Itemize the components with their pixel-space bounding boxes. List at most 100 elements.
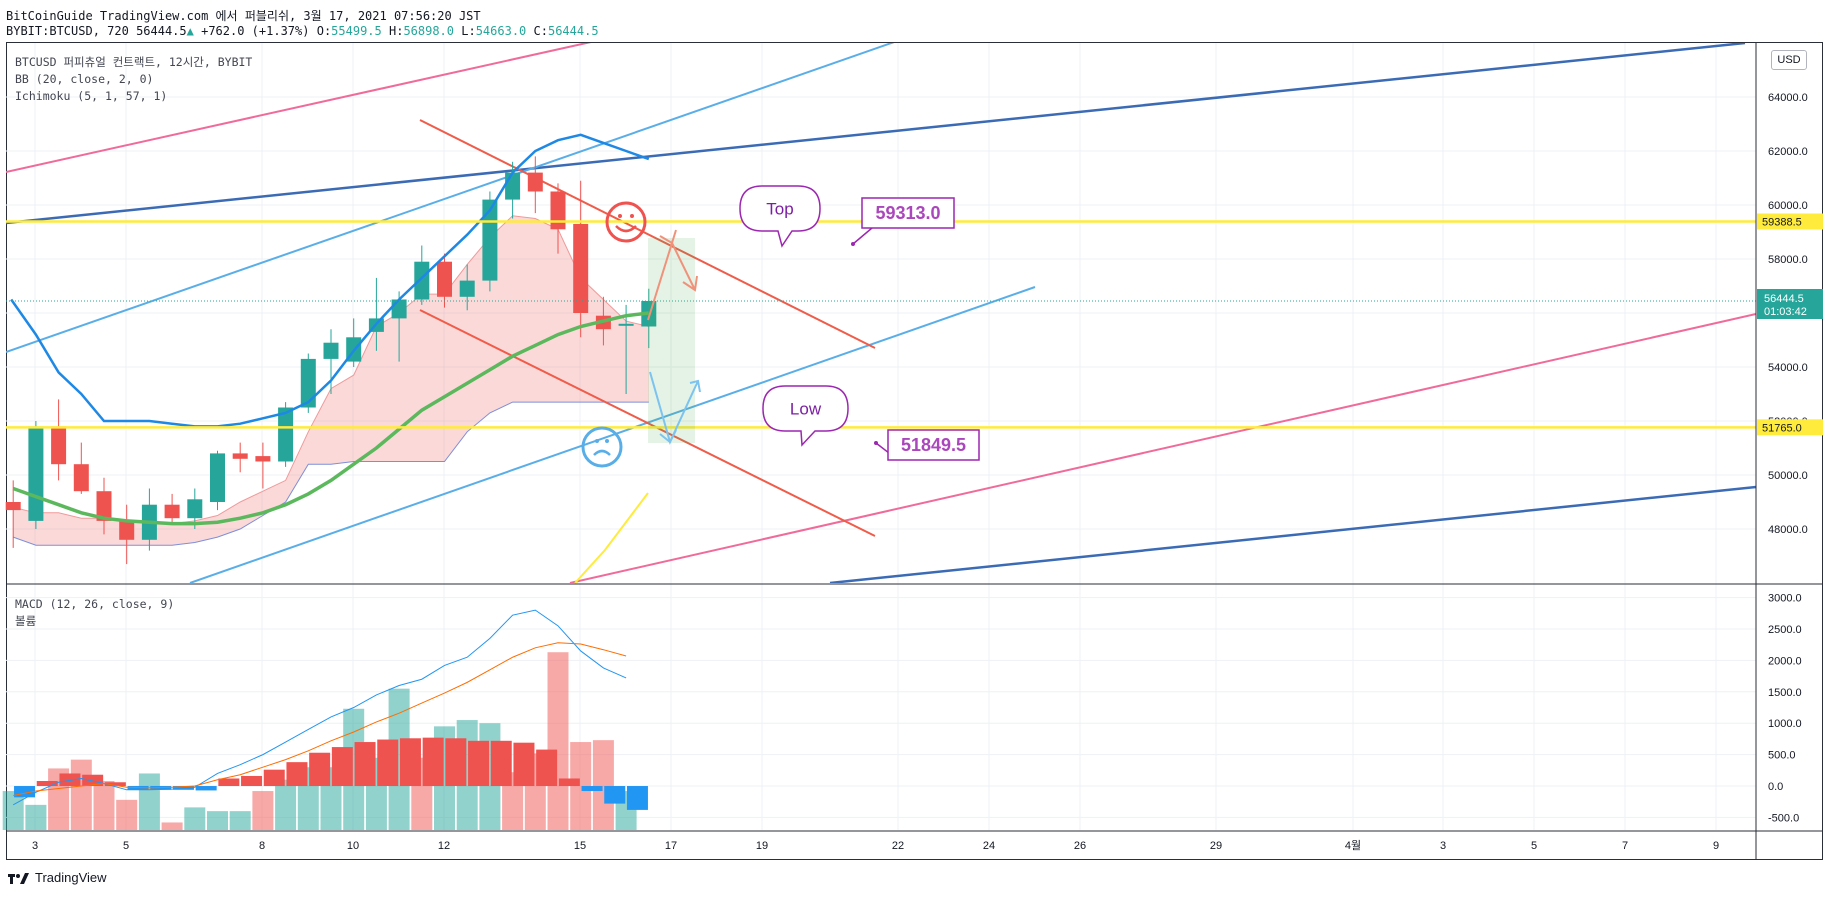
price-tick-label: 54000.0 — [1768, 362, 1808, 374]
price-callout[interactable]: 59313.0 — [851, 197, 955, 246]
volume-bar — [388, 688, 410, 830]
sad-face-eye — [605, 439, 609, 443]
candle-body[interactable] — [527, 172, 543, 192]
volume-bar — [570, 742, 592, 830]
candle-body[interactable] — [550, 191, 566, 230]
candle-body[interactable] — [300, 358, 316, 408]
candle-body[interactable] — [437, 261, 452, 297]
candle-body[interactable] — [187, 499, 203, 519]
bubble-low[interactable]: Low — [762, 385, 849, 447]
bb-legend[interactable]: BB (20, close, 2, 0) — [15, 72, 154, 86]
macd-tick-label: 0.0 — [1768, 781, 1783, 793]
volume-bar — [343, 708, 365, 830]
candle-body[interactable] — [210, 453, 225, 502]
trend-line[interactable] — [189, 286, 1036, 583]
bubble-label: Top — [766, 200, 793, 219]
trend-line[interactable] — [829, 485, 1756, 583]
candle-body[interactable] — [505, 172, 521, 200]
trend-line[interactable] — [419, 119, 876, 349]
candle-body[interactable] — [482, 199, 498, 281]
histogram-bar — [468, 740, 490, 787]
histogram-bar — [536, 749, 558, 787]
volume-bar — [25, 804, 47, 830]
trend-line[interactable] — [6, 40, 600, 173]
trend-line[interactable] — [6, 40, 900, 353]
ichimoku-legend[interactable]: Ichimoku (5, 1, 57, 1) — [15, 89, 168, 103]
candle-body[interactable] — [119, 520, 135, 540]
macd-legend-block[interactable]: MACD (12, 26, close, 9) 볼륨 — [15, 596, 174, 630]
high-value: 56898.0 — [403, 24, 455, 38]
candle-body[interactable] — [573, 223, 589, 313]
macd-legend[interactable]: MACD (12, 26, close, 9) — [15, 597, 175, 611]
bubble-top[interactable]: Top — [739, 185, 821, 248]
volume-bar — [161, 822, 183, 830]
candle-body[interactable] — [278, 407, 294, 462]
macd-tick-label: 500.0 — [1768, 750, 1796, 762]
volume-bar — [592, 740, 614, 830]
last-price: 56444.5 — [136, 24, 187, 38]
price-tick-label: 48000.0 — [1768, 524, 1808, 536]
baseline-ma-line[interactable] — [12, 311, 650, 526]
price-callout[interactable]: 51849.5 — [874, 429, 980, 461]
happy-face-outline — [605, 201, 647, 243]
histogram-bar — [445, 738, 467, 787]
indicator-lines — [10, 133, 650, 584]
histogram-bar — [195, 786, 217, 791]
volume-bar — [116, 799, 138, 830]
currency-badge[interactable]: USD — [1771, 50, 1807, 70]
macd-tick-label: 1000.0 — [1768, 718, 1802, 730]
main-legend[interactable]: BTCUSD 퍼피츄얼 컨트랙트, 12시간, BYBIT BB (20, cl… — [15, 54, 252, 105]
time-tick-label: 22 — [892, 840, 904, 852]
time-tick-label: 8 — [259, 840, 265, 852]
candle-body[interactable] — [51, 426, 67, 465]
price-tick-label: 58000.0 — [1768, 254, 1808, 266]
series-legend[interactable]: BTCUSD 퍼피츄얼 컨트랙트, 12시간, BYBIT — [15, 55, 253, 69]
trend-line[interactable] — [6, 43, 1746, 225]
footer-brand[interactable]: TradingView — [8, 870, 107, 885]
trend-line[interactable] — [419, 309, 876, 537]
macd-tick-label: 3000.0 — [1768, 593, 1802, 605]
price-tick-label: 50000.0 — [1768, 470, 1808, 482]
low-arrow-head — [659, 429, 677, 444]
ohlc-header: BYBIT:BTCUSD, 720 56444.5▲ +762.0 (+1.37… — [6, 24, 599, 38]
trend-line[interactable] — [569, 313, 1756, 583]
candle-body[interactable] — [255, 456, 271, 462]
candle-body[interactable] — [459, 280, 475, 297]
candle-body[interactable] — [73, 464, 89, 492]
time-tick-label: 19 — [756, 840, 768, 852]
bubble-shape — [762, 385, 849, 447]
callout-dot — [851, 242, 855, 246]
candle-body[interactable] — [96, 491, 112, 521]
cloud-area — [13, 215, 649, 546]
volume-bar — [70, 759, 92, 830]
candle-body[interactable] — [232, 453, 248, 459]
change-up-icon: ▲ — [186, 24, 194, 38]
histogram-bar — [399, 738, 421, 787]
axes: 48000.050000.052000.054000.056000.058000… — [6, 42, 1823, 860]
top-arrow-head — [682, 275, 698, 292]
candle-body[interactable] — [618, 323, 634, 326]
time-tick-label: 7 — [1622, 840, 1628, 852]
candle-body[interactable] — [164, 504, 180, 519]
last-price-label: 56444.5 — [1764, 293, 1804, 305]
macd-lines — [12, 609, 627, 806]
happy-face-mouth — [615, 225, 637, 233]
ichimoku-conversion-line[interactable] — [10, 133, 650, 428]
sad-face-icon — [581, 426, 623, 468]
time-tick-label: 5 — [1531, 840, 1537, 852]
drawings: Top Low 59313.0 51849.5 — [6, 185, 1756, 468]
candle-body[interactable] — [414, 261, 430, 300]
histogram-bar — [422, 737, 444, 787]
volume-legend[interactable]: 볼륨 — [15, 614, 37, 628]
cloud-lower-line — [13, 401, 649, 546]
time-tick-label: 12 — [438, 840, 450, 852]
price-tick-label: 60000.0 — [1768, 200, 1808, 212]
candle-body[interactable] — [28, 426, 44, 521]
bubble-label: Low — [790, 400, 822, 419]
macd-tick-label: 1500.0 — [1768, 687, 1802, 699]
candle-body[interactable] — [323, 342, 339, 359]
candle-body[interactable] — [391, 299, 407, 319]
histogram-bar — [354, 742, 376, 787]
candle-body[interactable] — [5, 502, 21, 511]
